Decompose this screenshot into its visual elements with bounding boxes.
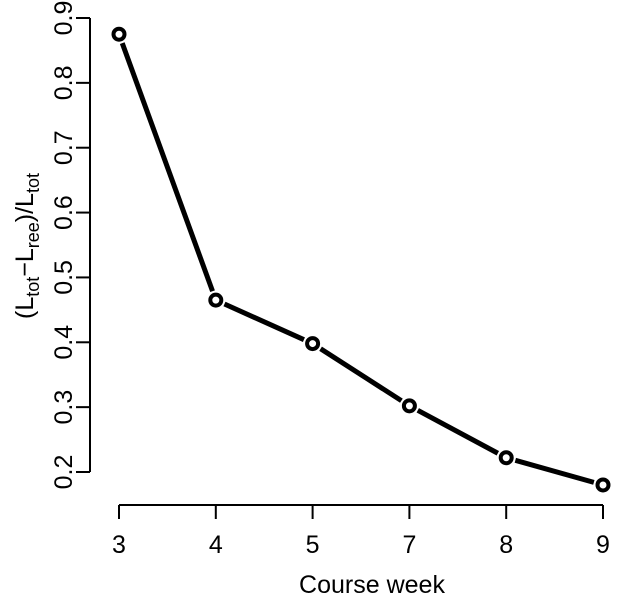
data-point [595, 477, 611, 493]
y-tick-label: 0.8 [50, 65, 78, 100]
y-axis-title: (Ltot−Lree)/Ltot [11, 173, 43, 319]
data-point [401, 398, 417, 414]
y-axis-title-sub-tot-2: tot [23, 173, 43, 193]
x-tick-label: 7 [402, 531, 416, 559]
data-point [498, 450, 514, 466]
x-tick-label: 3 [112, 531, 126, 559]
y-tick-label: 0.6 [50, 195, 78, 230]
data-point [208, 292, 224, 308]
y-axis-title-open: (L [11, 297, 39, 319]
y-tick-label: 0.2 [50, 455, 78, 490]
y-tick-label: 0.9 [50, 1, 78, 36]
y-tick-label: 0.3 [50, 390, 78, 425]
x-axis: 3 4 5 7 8 9 [112, 504, 610, 559]
y-axis: 0.2 0.3 0.4 0.5 0.6 0.7 0.8 0.9 [50, 1, 91, 490]
series-line-segment [416, 408, 500, 456]
y-tick-label: 0.7 [50, 130, 78, 165]
x-tick-label: 5 [306, 531, 320, 559]
y-tick-label: 0.4 [50, 325, 78, 360]
x-axis-title: Course week [299, 571, 445, 599]
data-point [111, 26, 127, 42]
series-line-segment [514, 457, 595, 485]
series-line-segment [319, 346, 403, 403]
y-axis-title-sub-tot: tot [23, 277, 43, 297]
data-series [111, 26, 611, 493]
x-tick-label: 8 [499, 531, 513, 559]
data-point [305, 336, 321, 352]
x-tick-label: 4 [209, 531, 223, 559]
y-axis-title-sub-ree: ree [23, 222, 43, 248]
y-tick-label: 0.5 [50, 260, 78, 295]
series-line-segment [223, 301, 305, 342]
y-axis-title-mid: )/L [11, 193, 39, 222]
y-axis-title-minus: −L [11, 248, 39, 277]
x-tick-label: 9 [596, 531, 610, 559]
series-line-segment [119, 42, 215, 293]
